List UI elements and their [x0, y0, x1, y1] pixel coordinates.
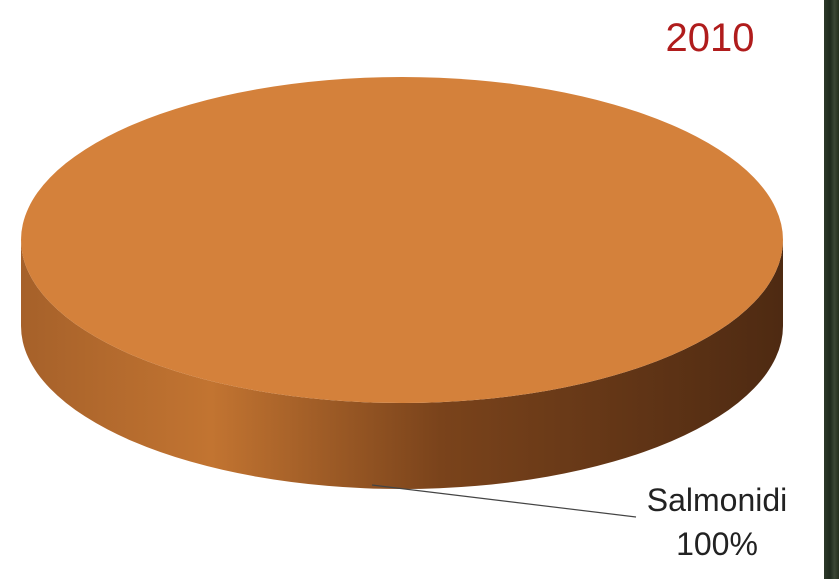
slice-percent-label: 100%: [676, 526, 758, 562]
slice-label: Salmonidi 100%: [632, 478, 802, 566]
slice-leader-line: [371, 484, 637, 518]
background-edge-strip: [824, 0, 839, 579]
chart-title: 2010: [665, 16, 755, 60]
pie-slice-side-0: [21, 240, 783, 489]
pie-slice-0: [21, 77, 783, 403]
slice-name-label: Salmonidi: [646, 482, 788, 518]
